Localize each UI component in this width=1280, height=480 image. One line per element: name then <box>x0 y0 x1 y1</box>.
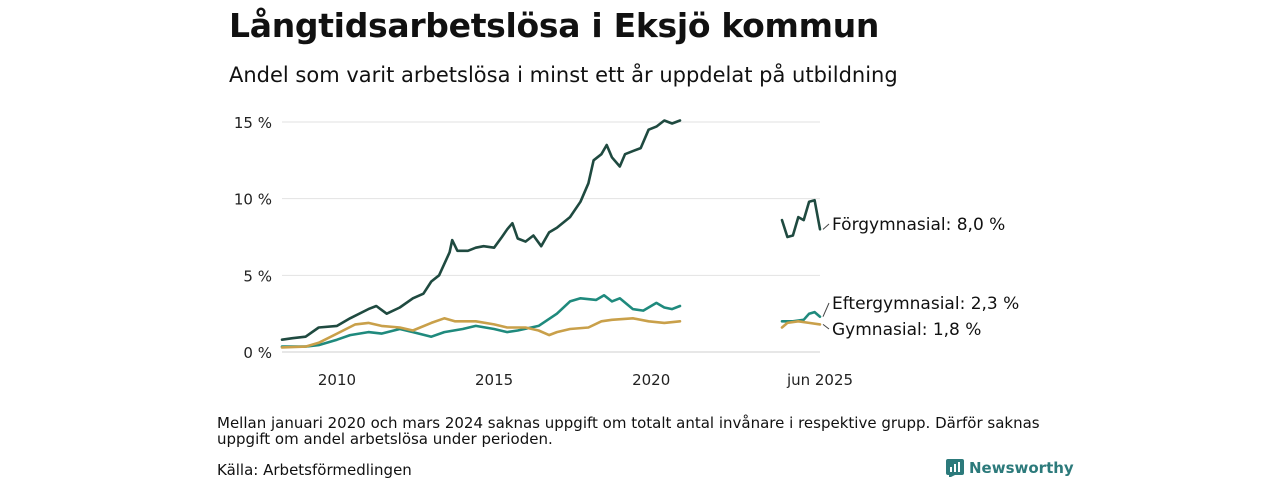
x-tick-label: 2010 <box>318 371 356 389</box>
footnote: Mellan januari 2020 och mars 2024 saknas… <box>217 414 1040 448</box>
series-line <box>280 119 822 341</box>
y-tick-label: 0 % <box>243 344 272 362</box>
newsworthy-logo-icon <box>946 459 964 477</box>
label-leader <box>822 302 830 317</box>
series-end-label: Gymnasial: 1,8 % <box>832 320 981 340</box>
series-line <box>280 294 822 348</box>
brand-label: Newsworthy <box>969 459 1074 477</box>
y-tick-label: 5 % <box>243 267 272 285</box>
chart-title: Långtidsarbetslösa i Eksjö kommun <box>229 6 880 45</box>
series-line <box>280 317 822 349</box>
x-tick-label: 2015 <box>475 371 513 389</box>
y-tick-label: 15 % <box>234 114 272 132</box>
label-leader <box>822 223 830 230</box>
source-note: Källa: Arbetsförmedlingen <box>217 461 412 479</box>
chart-subtitle: Andel som varit arbetslösa i minst ett å… <box>229 63 898 87</box>
x-tick-label: 2020 <box>632 371 670 389</box>
y-tick-label: 10 % <box>234 191 272 209</box>
label-leader <box>822 324 830 330</box>
brand-logo: Newsworthy <box>946 459 1074 477</box>
line-chart: 0 % 5 % 10 % 15 % 2010 2015 2020 jun 2025 Förgym… <box>234 114 1019 389</box>
series-end-label: Förgymnasial: 8,0 % <box>832 215 1005 235</box>
x-tick-label: jun 2025 <box>786 371 853 389</box>
series-end-label: Eftergymnasial: 2,3 % <box>832 294 1019 314</box>
